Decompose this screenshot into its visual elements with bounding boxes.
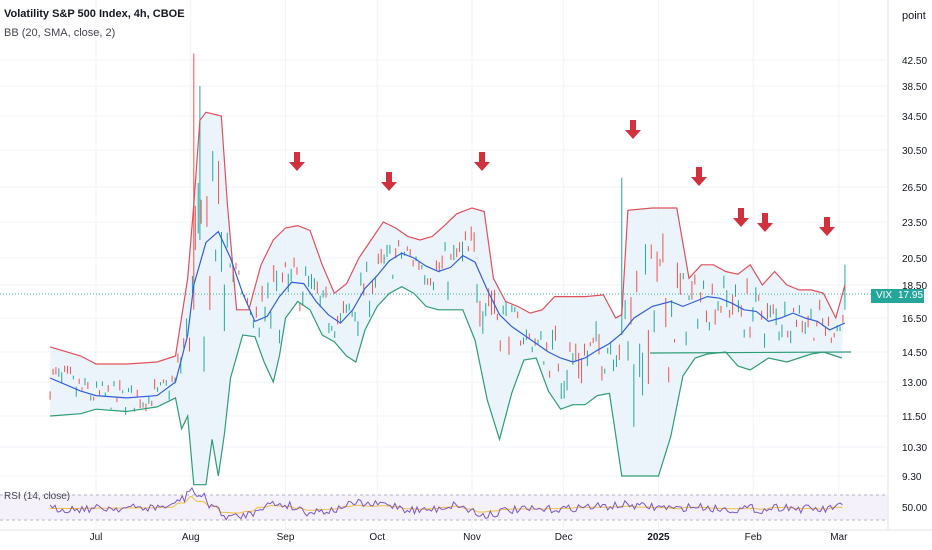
y-tick-label: 30.50 [902, 146, 927, 157]
symbol-badge: VIX [871, 289, 897, 303]
y-tick-label: 23.50 [902, 218, 927, 229]
x-tick-label: Dec [555, 532, 573, 543]
y-tick-label: 20.50 [902, 254, 927, 265]
down-arrow-icon [757, 213, 773, 232]
y-tick-label: 26.50 [902, 183, 927, 194]
y-tick-label: 13.00 [902, 378, 927, 389]
y-tick-label: 42.50 [902, 56, 927, 67]
rsi-label: RSI (14, close) [4, 491, 71, 502]
y-tick-label: 34.50 [902, 112, 927, 123]
down-arrow-icon [733, 208, 749, 227]
x-tick-label: Jul [90, 532, 103, 543]
rsi-line [49, 487, 843, 521]
y-tick-label: 16.50 [902, 314, 927, 325]
down-arrow-icon [474, 152, 490, 171]
rsi-tick-label: 50.00 [902, 503, 927, 514]
x-tick-label: Oct [369, 532, 385, 543]
x-tick-label: 2025 [647, 532, 670, 543]
last-price-badge: 17.95 [897, 289, 924, 303]
x-tick-label: Sep [277, 532, 295, 543]
lower-band-line [50, 286, 843, 486]
indicator-label: BB (20, SMA, close, 2) [4, 27, 116, 39]
axis-unit-label: point [902, 10, 926, 22]
y-tick-label: 18.50 [902, 281, 927, 292]
middle-band-line [49, 230, 846, 399]
y-tick-label: 14.50 [902, 348, 927, 359]
y-tick-label: 10.30 [902, 443, 927, 454]
upper-band-line [49, 111, 846, 365]
rsi-ma-line [50, 496, 843, 514]
x-tick-label: Mar [830, 532, 848, 543]
y-tick-label: 9.30 [902, 472, 922, 483]
down-arrow-icon [381, 172, 397, 191]
y-tick-label: 11.50 [902, 412, 927, 423]
x-tick-label: Nov [463, 532, 481, 543]
down-arrow-icon [289, 152, 305, 171]
chart-title: Volatility S&P 500 Index, 4h, CBOE [4, 8, 185, 20]
support-line [649, 351, 852, 354]
down-arrow-icon [819, 217, 835, 236]
down-arrow-icon [625, 120, 641, 139]
x-tick-label: Feb [745, 532, 763, 543]
down-arrow-icon [691, 167, 707, 186]
x-tick-label: Aug [182, 532, 200, 543]
y-tick-label: 38.50 [902, 82, 927, 93]
